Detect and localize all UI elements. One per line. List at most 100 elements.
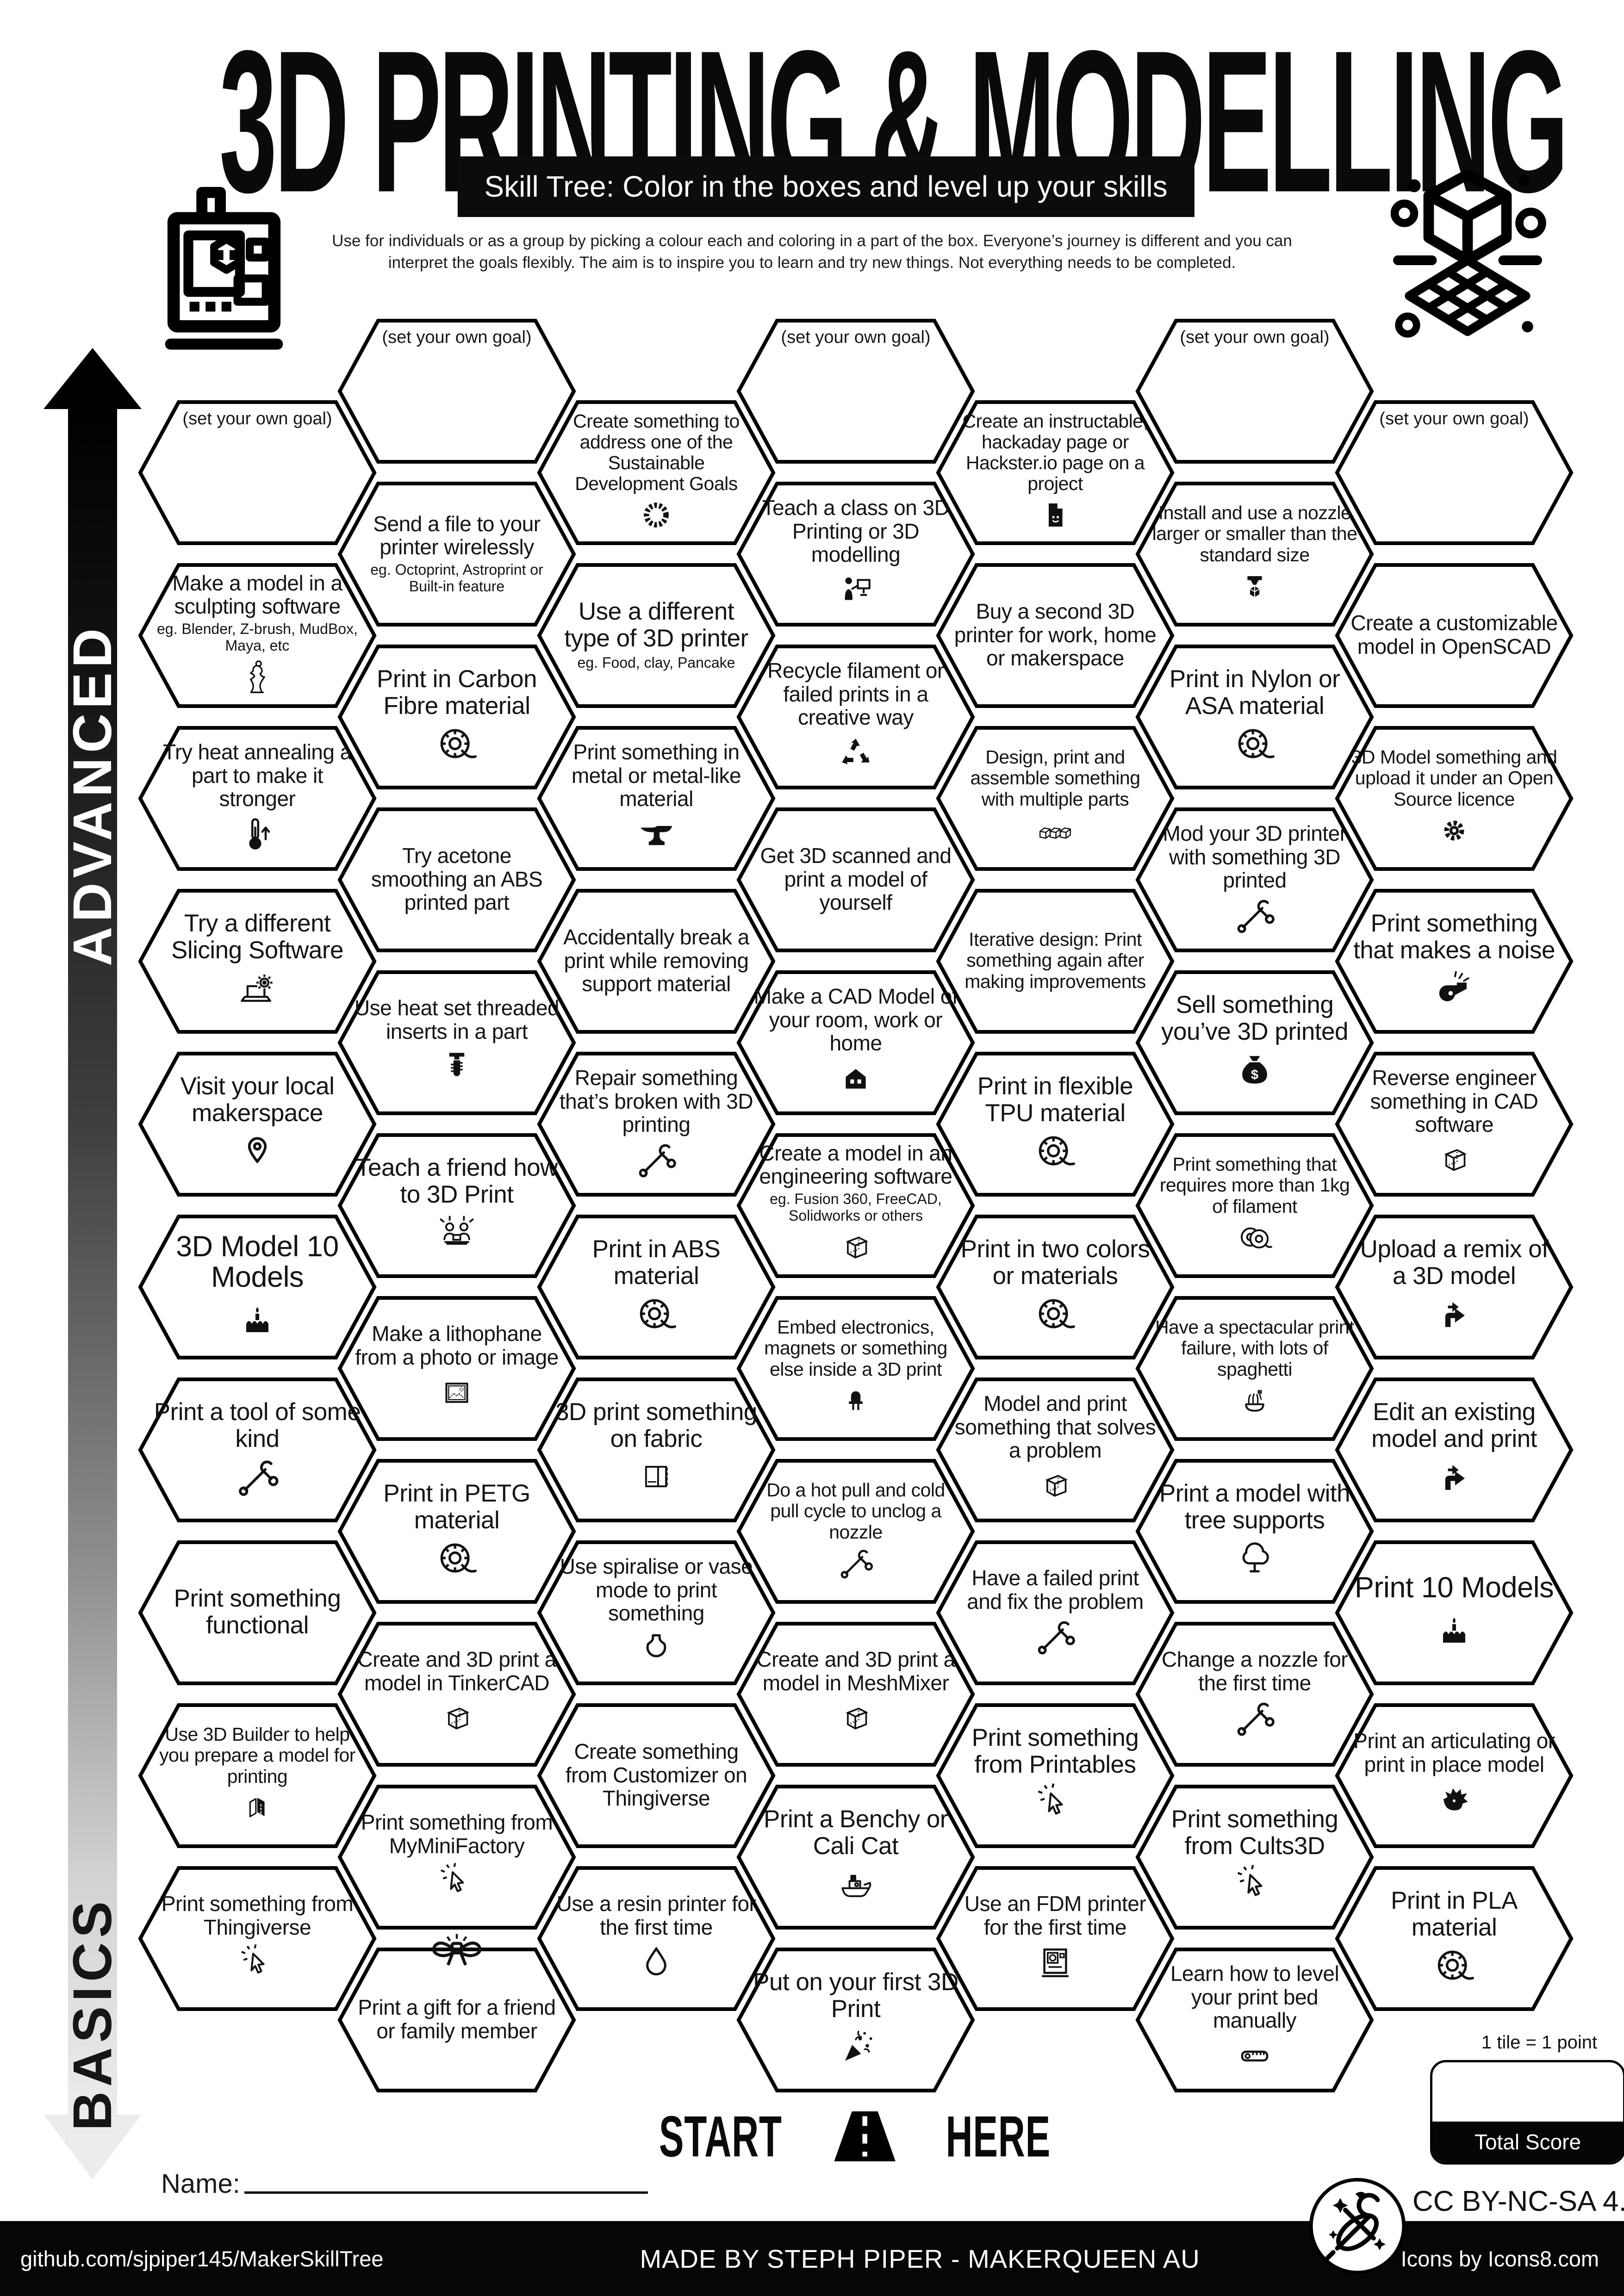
skill-tile[interactable]: Design, print and assemble something wit… [936,726,1175,871]
skill-tile[interactable]: Try heat annealing a part to make it str… [138,726,377,871]
skill-tile[interactable]: Print in Carbon Fibre material [337,644,576,790]
skill-tile[interactable]: Print something functional [138,1540,377,1686]
skill-tile[interactable]: Make a CAD Model of your room, work or h… [736,970,975,1116]
license-text: CC BY-NC-SA 4.0 [1412,2185,1624,2217]
skill-tile[interactable]: Print in PLA material [1335,1866,1574,2011]
tile-label: Print something from Thingiverse [161,1892,354,1939]
skill-tile[interactable]: Create something to address one of the S… [537,400,776,546]
skill-tile[interactable]: Use a different type of 3D printer eg. Fo… [537,563,776,708]
skill-tile[interactable]: Print in two colors or materials [936,1214,1175,1360]
skill-tile[interactable]: Create and 3D print a model in MeshMixer [736,1621,975,1767]
total-score-box[interactable]: Total Score [1430,2060,1624,2165]
skill-tile[interactable]: Print something in metal or metal-like m… [537,726,776,871]
led-icon [838,1383,874,1419]
skill-tile[interactable]: Have a failed print and fix the problem [936,1540,1175,1686]
skill-tile[interactable]: Create a model in an engineering softwar… [736,1133,975,1278]
skill-tile[interactable]: Print a model with tree supports [1135,1458,1374,1604]
tile-label: Use a different type of 3D printer [564,597,748,652]
skill-tile[interactable]: Embed electronics, magnets or something … [736,1296,975,1441]
skill-tile[interactable]: Create something from Customizer on Thin… [537,1703,776,1849]
tile-label: Print in Nylon or ASA material [1169,665,1340,720]
skill-tile[interactable]: Make a lithophane from a photo or image [337,1296,576,1441]
skill-tile[interactable]: Create an instructable, hackaday page or… [936,400,1175,546]
skill-tile[interactable]: Print 10 Models [1335,1540,1574,1686]
name-input-line[interactable] [244,2169,648,2194]
tile-label: Use spiralise or vase mode to print some… [560,1554,753,1626]
skill-tile[interactable]: Create a customizable model in OpenSCAD [1335,563,1574,708]
tile-label: 3D Model something and upload it under a… [1351,746,1557,810]
skill-tile[interactable]: Print in ABS material [537,1214,776,1360]
skill-tile[interactable]: Iterative design: Print something again … [936,888,1175,1034]
skill-tile[interactable]: Send a file to your printer wirelessly eg… [337,481,576,627]
cake-icon [234,1295,280,1341]
skill-tile[interactable]: Print something that makes a noise [1335,888,1574,1034]
tile-label: Use 3D Builder to help you prepare a mod… [159,1724,355,1787]
cube-icon [1034,1465,1076,1507]
cursor-icon [1033,1781,1077,1825]
skill-tile[interactable]: Print an articulating or print in place … [1335,1703,1574,1849]
skill-tile[interactable]: Put on your first 3D Print [736,1947,975,2093]
cubes-icon [1037,813,1073,849]
skill-tile[interactable]: Reverse engineer something in CAD softwa… [1335,1051,1574,1197]
skill-tile[interactable]: Use an FDM printer for the first time [936,1866,1175,2011]
tile-point-note: 1 tile = 1 point [1481,2032,1598,2053]
skill-tile[interactable]: Print something that requires more than … [1135,1133,1374,1278]
skill-tile[interactable]: Print in PETG material [337,1458,576,1604]
skill-tile[interactable]: Try a different Slicing Software [138,888,377,1034]
cube-icon [436,1698,478,1739]
skill-tile[interactable]: Edit an existing model and print [1335,1377,1574,1523]
skill-tile[interactable]: Have a spectacular print failure, with l… [1135,1296,1374,1441]
skill-tile[interactable]: Create and 3D print a model in TinkerCAD [337,1621,576,1767]
skill-tile[interactable]: Buy a second 3D printer for work, home o… [936,563,1175,708]
skill-tile[interactable]: Print something from MyMiniFactory [337,1784,576,1930]
skill-tile[interactable]: Install and use a nozzle larger or small… [1135,481,1374,627]
goal-label: (set your own goal) [1180,327,1330,347]
skill-tile[interactable]: Print in flexible TPU material [936,1051,1175,1197]
skill-tile[interactable]: Print in Nylon or ASA material [1135,644,1374,790]
teacher-icon [835,569,877,611]
goal-tile[interactable]: (set your own goal) [1135,318,1374,464]
skill-tile[interactable]: Teach a class on 3D Printing or 3D model… [736,481,975,627]
skill-tile[interactable]: Use 3D Builder to help you prepare a mod… [138,1703,377,1849]
skill-tile[interactable]: Repair something that’s broken with 3D p… [537,1051,776,1197]
skill-tile[interactable]: Get 3D scanned and print a model of your… [736,807,975,953]
skill-tile[interactable]: Do a hot pull and cold pull cycle to unc… [736,1458,975,1604]
skill-tile[interactable]: Print a gift for a friend or family memb… [337,1934,576,2093]
boat-icon [834,1862,878,1907]
skill-tile[interactable]: Use heat set threaded inserts in a part [337,970,576,1116]
skill-tile[interactable]: Try acetone smoothing an ABS printed par… [337,807,576,953]
skill-tile[interactable]: Print a tool of some kind [138,1377,377,1523]
skill-tile[interactable]: Make a model in a sculpting software eg. … [138,563,377,708]
skill-tile[interactable]: Use a resin printer for the first time [537,1866,776,2011]
skill-tile[interactable]: Upload a remix of a 3D model [1335,1214,1574,1360]
skill-tile[interactable]: Change a nozzle for the first time [1135,1621,1374,1767]
goal-tile[interactable]: (set your own goal) [138,400,377,546]
cursor-icon [436,1861,478,1902]
skill-tile[interactable]: Use spiralise or vase mode to print some… [537,1540,776,1686]
skill-tile[interactable]: Print a Benchy or Cali Cat [736,1784,975,1930]
skill-tile[interactable]: Learn how to level your print bed manual… [1135,1947,1374,2093]
nozzle-icon [1237,568,1273,604]
skill-tile[interactable]: Mod your 3D printer with something 3D pr… [1135,807,1374,953]
skill-tile[interactable]: 3D print something on fabric [537,1377,776,1523]
skill-tile[interactable]: Visit your local makerspace [138,1051,377,1197]
tile-label: Try heat annealing a part to make it str… [163,740,352,811]
skill-tile[interactable]: Print something from Thingiverse [138,1866,377,2011]
cube-icon [835,1698,877,1739]
skill-tile[interactable]: Model and print something that solves a … [936,1377,1175,1523]
skill-tile[interactable]: Print something from Printables [936,1703,1175,1849]
skill-tile[interactable]: Accidentally break a print while removin… [537,888,776,1034]
goal-tile[interactable]: (set your own goal) [1335,400,1574,546]
goal-tile[interactable]: (set your own goal) [337,318,576,464]
skill-tile[interactable]: 3D Model something and upload it under a… [1335,726,1574,871]
skill-tile[interactable]: Print something from Cults3D [1135,1784,1374,1930]
skill-tile[interactable]: Teach a friend how to 3D Print [337,1133,576,1278]
tile-label: Change a nozzle for the first time [1161,1647,1348,1695]
skill-tile[interactable]: Sell something you’ve 3D printed $ [1135,970,1374,1116]
spool-icon [1232,722,1277,767]
skill-tile[interactable]: Recycle filament or failed prints in a c… [736,644,975,790]
skill-tile[interactable]: 3D Model 10 Models [138,1214,377,1360]
road-icon [816,2108,914,2165]
tile-label: Teach a class on 3D Printing or 3D model… [762,496,950,567]
goal-tile[interactable]: (set your own goal) [736,318,975,464]
